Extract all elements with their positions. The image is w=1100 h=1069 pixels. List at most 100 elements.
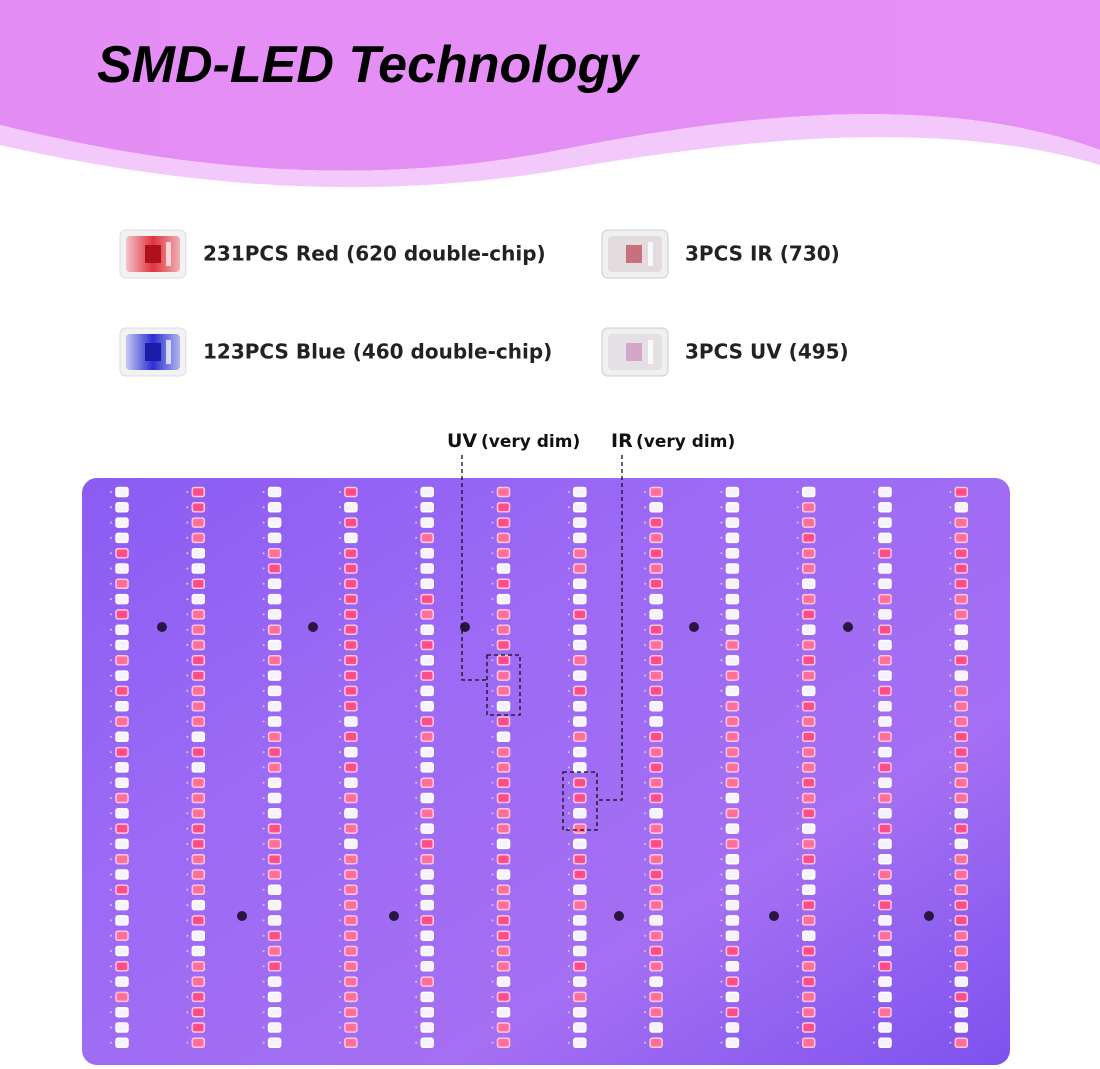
led-pad bbox=[949, 644, 952, 646]
led-pad bbox=[949, 705, 952, 708]
led-pad bbox=[796, 644, 799, 646]
led-pad bbox=[949, 873, 952, 876]
led-pad bbox=[262, 797, 265, 799]
led-pad bbox=[644, 1041, 647, 1044]
led-pad bbox=[567, 888, 570, 891]
led-pad bbox=[796, 1041, 799, 1044]
led-pad bbox=[186, 827, 189, 830]
led bbox=[801, 884, 816, 896]
led-pad bbox=[873, 536, 875, 539]
led bbox=[878, 486, 892, 498]
led-pad bbox=[567, 552, 570, 555]
led-pad bbox=[338, 919, 341, 922]
led-pad bbox=[873, 674, 875, 677]
led bbox=[344, 700, 358, 712]
led bbox=[878, 884, 892, 896]
led bbox=[420, 746, 434, 758]
led-pad bbox=[567, 1011, 570, 1014]
led bbox=[191, 823, 206, 834]
led bbox=[191, 808, 206, 819]
led bbox=[725, 639, 740, 651]
led-pad bbox=[491, 812, 494, 815]
led-pad bbox=[796, 1026, 799, 1029]
led-pad bbox=[796, 598, 799, 601]
led-pad bbox=[186, 781, 189, 784]
led bbox=[573, 945, 587, 957]
led-pad bbox=[949, 980, 952, 983]
led-pad bbox=[415, 766, 418, 769]
led-pad bbox=[491, 904, 494, 907]
led-pad bbox=[796, 965, 799, 968]
led-pad bbox=[873, 1026, 875, 1029]
led bbox=[954, 578, 969, 590]
led bbox=[954, 762, 969, 773]
led-pad bbox=[186, 720, 189, 723]
led-pad bbox=[338, 934, 341, 937]
led bbox=[344, 532, 358, 544]
led bbox=[344, 777, 358, 788]
led-pad bbox=[567, 491, 570, 493]
led-pad bbox=[186, 1026, 189, 1029]
led bbox=[344, 716, 358, 727]
led bbox=[878, 838, 892, 850]
led-pad bbox=[796, 980, 799, 983]
led-pad bbox=[873, 1041, 875, 1044]
led-pad bbox=[110, 674, 112, 677]
led-pad bbox=[338, 842, 341, 845]
led-pad bbox=[949, 842, 952, 845]
led bbox=[496, 547, 511, 559]
mount-hole bbox=[157, 622, 167, 632]
led-pad bbox=[873, 1011, 875, 1014]
led bbox=[573, 961, 587, 972]
led-pad bbox=[262, 980, 265, 983]
led bbox=[878, 624, 892, 635]
led bbox=[344, 930, 358, 941]
led bbox=[725, 823, 740, 834]
led bbox=[649, 731, 663, 743]
led bbox=[801, 746, 816, 758]
led-pad bbox=[110, 965, 112, 968]
led-pad bbox=[262, 888, 265, 891]
led bbox=[878, 869, 892, 880]
led-pad bbox=[567, 582, 570, 585]
led-pad bbox=[338, 858, 341, 861]
led bbox=[954, 869, 969, 880]
led bbox=[267, 700, 282, 712]
led-pad bbox=[796, 536, 799, 539]
led-pad bbox=[491, 873, 494, 876]
led-pad bbox=[567, 689, 570, 692]
led-pad bbox=[415, 628, 418, 631]
led-pad bbox=[186, 582, 189, 585]
led-pad bbox=[796, 1011, 799, 1014]
led bbox=[801, 731, 816, 743]
led-pad bbox=[338, 1041, 341, 1044]
led-pad bbox=[567, 766, 570, 769]
led-pad bbox=[186, 934, 189, 937]
led-pad bbox=[720, 781, 723, 784]
led-pad bbox=[873, 506, 875, 509]
led bbox=[649, 609, 663, 620]
led bbox=[115, 1006, 129, 1018]
led-pad bbox=[186, 705, 189, 708]
led bbox=[115, 578, 129, 590]
led-pad bbox=[644, 720, 647, 723]
led bbox=[573, 1037, 587, 1049]
led-pad bbox=[110, 858, 112, 861]
led-pad bbox=[949, 888, 952, 891]
led-pad bbox=[949, 659, 952, 662]
led bbox=[878, 532, 892, 544]
led-pad bbox=[644, 628, 647, 631]
led-pad bbox=[186, 689, 189, 692]
led bbox=[344, 945, 358, 957]
led bbox=[191, 547, 206, 559]
led-pad bbox=[491, 888, 494, 891]
led bbox=[420, 547, 434, 559]
led bbox=[573, 655, 587, 666]
led-pad bbox=[186, 873, 189, 876]
led bbox=[649, 792, 663, 804]
led bbox=[267, 808, 282, 819]
led-pad bbox=[262, 491, 265, 493]
led-pad bbox=[567, 659, 570, 662]
led-pad bbox=[949, 781, 952, 784]
led bbox=[801, 609, 816, 620]
